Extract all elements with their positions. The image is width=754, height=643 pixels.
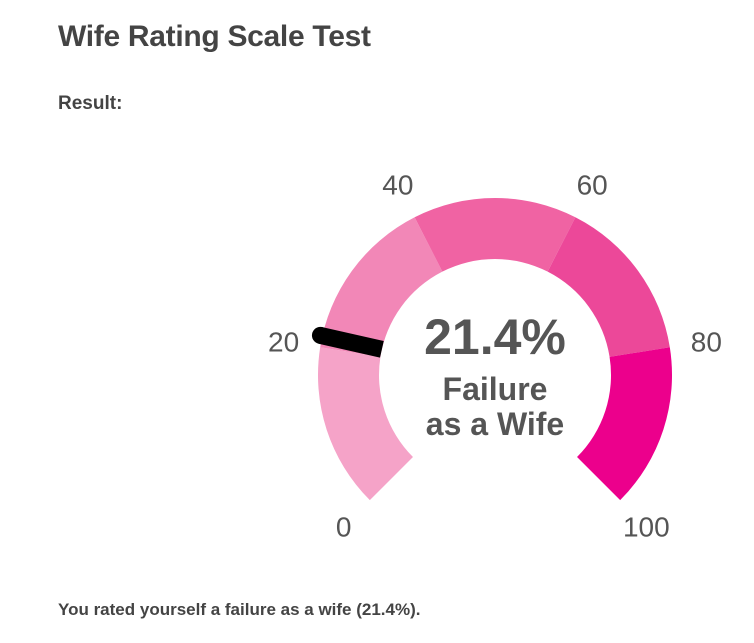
gauge-band-1	[318, 347, 413, 501]
gauge-value: 21.4%	[424, 309, 566, 365]
tick-label-20: 20	[268, 327, 299, 358]
gauge-label-line-2: as a Wife	[426, 406, 564, 442]
gauge-band-4	[547, 217, 670, 357]
gauge-band-3	[414, 197, 576, 272]
gauge-needle	[318, 327, 384, 358]
tick-label-40: 40	[382, 169, 413, 200]
page-title: Wife Rating Scale Test	[58, 20, 371, 53]
result-summary: You rated yourself a failure as a wife (…	[58, 600, 421, 619]
gauge-label-line-1: Failure	[443, 371, 548, 407]
tick-label-100: 100	[623, 511, 670, 542]
gauge-needle-tip	[311, 326, 329, 344]
result-label: Result:	[58, 93, 123, 114]
gauge-band-5	[577, 347, 672, 501]
gauge-band-2	[320, 217, 443, 357]
tick-label-60: 60	[577, 169, 608, 200]
tick-label-0: 0	[336, 511, 352, 542]
tick-label-80: 80	[691, 327, 722, 358]
